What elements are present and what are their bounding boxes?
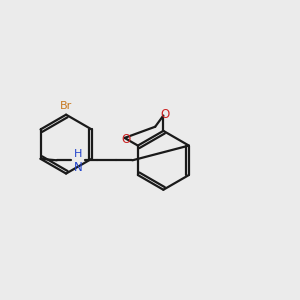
Text: Br: Br	[60, 101, 72, 111]
Text: N: N	[74, 161, 82, 175]
Text: O: O	[121, 133, 130, 146]
Text: O: O	[160, 108, 169, 121]
Text: H: H	[74, 148, 82, 158]
